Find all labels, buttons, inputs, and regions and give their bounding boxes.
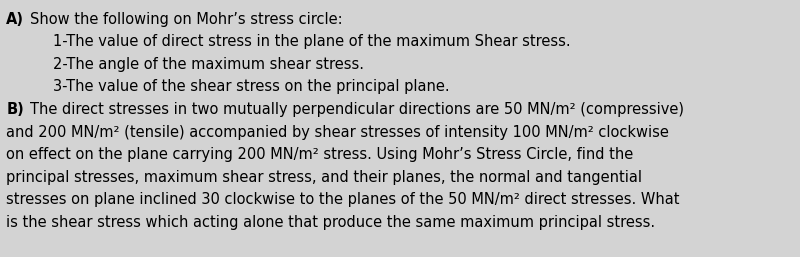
Text: stresses on plane inclined 30 clockwise to the planes of the 50 MN/m² direct str: stresses on plane inclined 30 clockwise … <box>6 192 680 207</box>
Text: 3-The value of the shear stress on the principal plane.: 3-The value of the shear stress on the p… <box>53 79 450 94</box>
Text: Show the following on Mohr’s stress circle:: Show the following on Mohr’s stress circ… <box>30 12 343 26</box>
Text: 1-The value of direct stress in the plane of the maximum Shear stress.: 1-The value of direct stress in the plan… <box>53 34 570 49</box>
Text: B): B) <box>6 102 24 117</box>
Text: is the shear stress which acting alone that produce the same maximum principal s: is the shear stress which acting alone t… <box>6 215 655 230</box>
Text: and 200 MN/m² (tensile) accompanied by shear stresses of intensity 100 MN/m² clo: and 200 MN/m² (tensile) accompanied by s… <box>6 125 670 140</box>
Text: principal stresses, maximum shear stress, and their planes, the normal and tange: principal stresses, maximum shear stress… <box>6 170 642 185</box>
Text: 2-The angle of the maximum shear stress.: 2-The angle of the maximum shear stress. <box>53 57 364 72</box>
Text: The direct stresses in two mutually perpendicular directions are 50 MN/m² (compr: The direct stresses in two mutually perp… <box>30 102 685 117</box>
Text: A): A) <box>6 12 24 26</box>
Text: on effect on the plane carrying 200 MN/m² stress. Using Mohr’s Stress Circle, fi: on effect on the plane carrying 200 MN/m… <box>6 147 634 162</box>
